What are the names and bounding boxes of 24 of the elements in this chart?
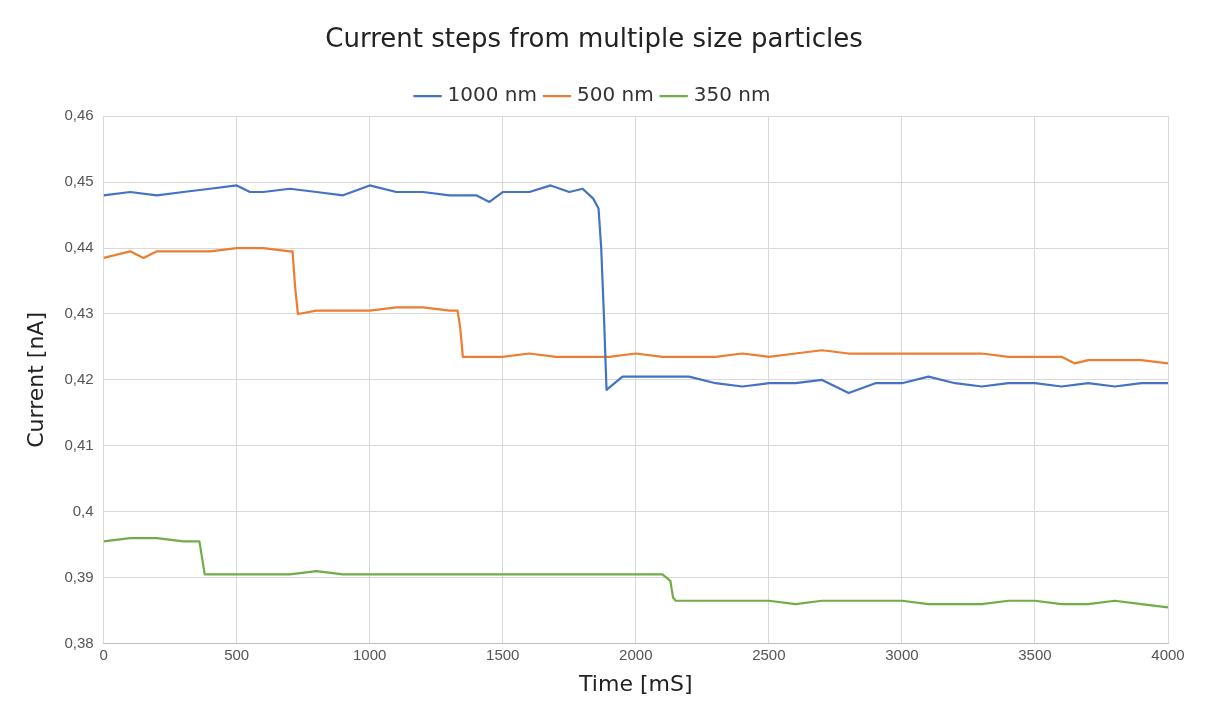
chart-title: Current steps from multiple size particles [325,23,863,54]
y-tick-label: 0,45 [64,172,94,190]
y-tick-label: 0,38 [64,633,94,651]
x-tick-label: 3000 [885,645,919,663]
y-tick-label: 0,39 [64,567,94,585]
legend-label: 350 nm [693,82,771,107]
x-tick-label: 2000 [619,645,653,663]
y-tick-label: 0,42 [64,370,94,388]
x-tick-label: 0 [99,645,108,663]
y-tick-label: 0,43 [64,304,94,322]
y-axis-title: Current [nA] [22,312,48,448]
y-tick-label: 0,44 [64,238,94,256]
x-tick-label: 1000 [353,645,387,663]
y-tick-label: 0,41 [64,435,94,453]
x-tick-label: 4000 [1151,645,1185,663]
x-tick-label: 500 [224,645,250,663]
y-tick-label: 0,46 [64,106,94,124]
y-tick-label: 0,4 [72,501,94,519]
x-tick-label: 1500 [486,645,520,663]
x-tick-label: 3500 [1018,645,1052,663]
legend-label: 1000 nm [447,82,538,107]
x-tick-label: 2500 [752,645,786,663]
legend-label: 500 nm [577,82,654,107]
x-axis-title: Time [mS] [578,670,693,696]
